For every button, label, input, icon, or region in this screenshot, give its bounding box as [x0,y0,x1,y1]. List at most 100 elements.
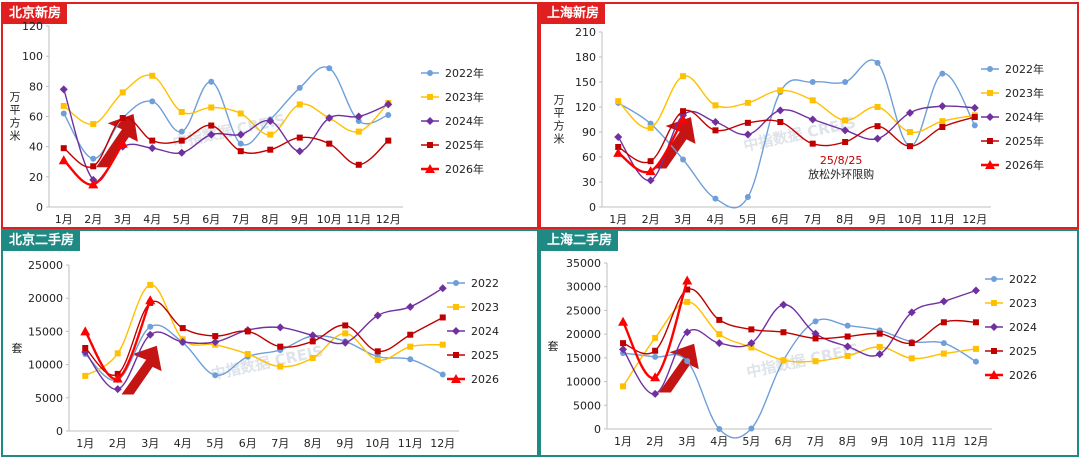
data-point-2025年-6月 [208,122,215,129]
y-tick-label: 20000 [566,328,601,341]
data-point-2025年-7月 [237,148,244,155]
data-point-2025-9月 [876,330,883,337]
panel-bj-new: 北京新房 中指数据 CREIS 0 20 40 60 80 100 120 1月 2月 3月 4月 5月… [1,2,539,229]
data-point-2024年-6月 [776,106,785,115]
data-point-2025-2月 [652,347,659,354]
x-tick-label: 11月 [930,213,955,226]
data-point-2025年-10月 [326,140,333,147]
x-tick-label: 5月 [742,435,760,448]
x-tick-label: 6月 [202,213,220,226]
data-point-2024年-7月 [808,115,817,124]
panel-sh-second: 上海二手房 中指数据 CREIS 0 5000 10000 15000 20000 2500… [539,229,1079,457]
data-point-2026年-2月 [645,166,656,176]
data-point-2025年-1月 [60,145,67,152]
data-point-2026-3月 [145,295,156,305]
data-point-2024-2月 [651,389,660,398]
data-point-2024年-11月 [938,102,947,111]
data-point-2024年-1月 [614,133,623,141]
data-point-2023年-11月 [355,128,362,135]
data-point-2023-10月 [908,355,915,362]
data-point-2024-12月 [971,286,980,295]
data-point-2024-8月 [308,331,317,340]
legend-marker [453,352,459,358]
legend-marker [985,160,995,169]
data-point-2024年-7月 [236,130,245,139]
legend-label: 2024年 [1005,110,1044,124]
data-point-2023-3月 [147,281,154,288]
x-tick-label: 4月 [710,435,728,448]
legend-label: 2025 [1009,345,1037,358]
data-point-2023年-6月 [208,104,215,111]
panel-title: 上海二手房 [541,231,619,251]
data-point-2025-4月 [716,316,723,323]
x-tick-label: 1月 [614,435,632,448]
x-tick-label: 10月 [899,435,924,448]
data-point-2026年-2月 [88,179,99,189]
legend-label: 2022年 [1005,62,1044,76]
data-point-2025年-5月 [744,119,751,126]
x-tick-label: 7月 [271,437,289,450]
data-point-2025-12月 [439,314,446,321]
data-point-2025年-12月 [385,137,392,144]
legend-label: 2026年 [445,162,484,176]
y-tick-label: 60 [29,111,43,124]
data-point-2022年-8月 [842,79,849,85]
data-point-2024年-12月 [970,103,979,112]
data-point-2023-6月 [780,357,787,364]
legend-marker [452,327,460,335]
legend-marker [990,323,998,331]
data-point-2023年-3月 [680,73,687,80]
panel-bj-second: 北京二手房 中指数据 CREIS 0 5000 10000 15000 20000 2500… [1,229,539,457]
data-point-2024-3月 [683,328,692,337]
data-point-2023年-10月 [906,129,913,135]
data-point-2022年-2月 [90,155,97,162]
x-tick-label: 4月 [174,437,192,450]
legend-label: 2023 [471,301,499,314]
x-tick-label: 3月 [674,213,692,226]
y-tick-label: 80 [29,80,43,93]
data-point-2025-10月 [374,348,381,355]
data-point-2023-4月 [716,331,723,338]
data-point-2023-7月 [812,358,819,365]
legend-label: 2022 [471,277,499,290]
data-point-2023-1月 [82,372,89,379]
data-point-2025-5月 [212,333,219,340]
data-point-2022年-12月 [385,111,392,118]
trend-up-arrow [96,114,138,168]
x-tick-label: 3月 [114,213,132,226]
data-point-2025年-2月 [647,158,654,165]
y-tick-label: 15000 [28,325,63,338]
data-point-2025年-8月 [842,139,849,145]
data-point-2022-5月 [748,425,755,432]
legend-label: 2026 [471,373,499,386]
y-tick-label: 20000 [28,292,63,305]
series-line-2026 [621,280,689,379]
legend-marker [991,300,997,306]
data-point-2024-1月 [619,345,628,354]
data-point-2025-12月 [972,319,979,326]
data-point-2022年-4月 [149,98,156,105]
x-tick-label: 5月 [173,213,191,226]
data-point-2023-6月 [244,350,251,357]
legend-label: 2025年 [445,138,484,152]
x-tick-label: 2月 [109,437,127,450]
y-tick-label: 0 [589,201,596,214]
x-tick-label: 5月 [206,437,224,450]
data-point-2022年-3月 [680,156,687,163]
x-tick-label: 4月 [706,213,724,226]
data-point-2023年-8月 [267,131,274,138]
legend-marker [425,164,435,173]
data-point-2022-8月 [844,322,851,329]
y-tick-label: 0 [56,425,63,438]
legend-label: 2024年 [445,114,484,128]
data-point-2024年-4月 [148,144,157,153]
data-point-2023年-4月 [149,72,156,79]
data-point-2025-6月 [780,329,787,336]
data-point-2023年-11月 [939,118,946,125]
data-point-2022年-5月 [178,128,185,135]
legend-label: 2023 [1009,297,1037,310]
data-point-2026年-3月 [678,114,689,124]
x-tick-label: 8月 [839,435,857,448]
panel-title: 北京二手房 [3,231,81,251]
